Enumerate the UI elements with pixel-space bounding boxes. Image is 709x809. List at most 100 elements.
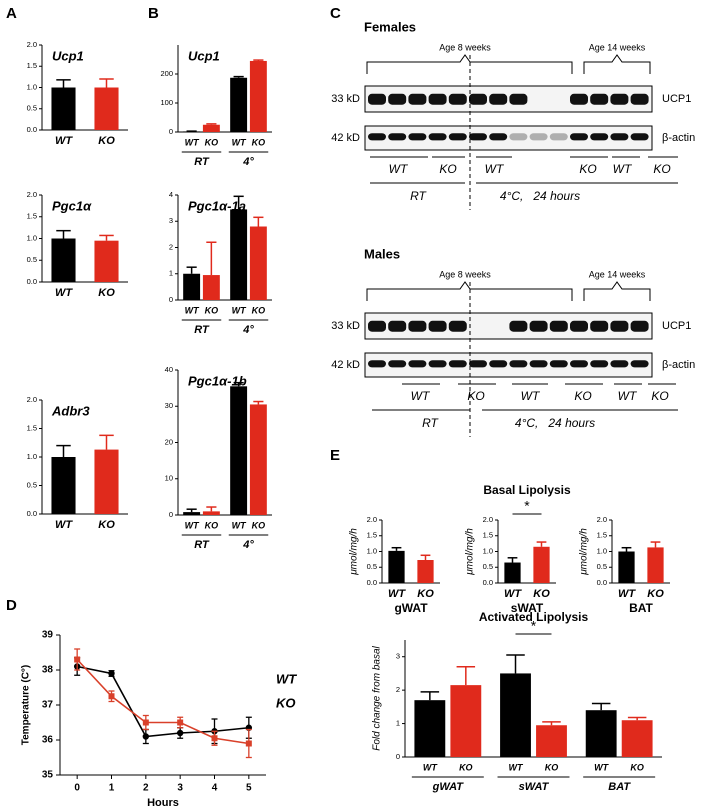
x-tick-label: WT	[423, 762, 438, 772]
x-tick-label: 5	[246, 783, 252, 794]
chart-title: Activated Lipolysis	[479, 610, 589, 624]
bar	[536, 725, 567, 757]
band	[549, 133, 568, 141]
band	[388, 93, 407, 105]
point	[108, 693, 115, 700]
age-label: Age 8 weeks	[439, 42, 491, 52]
y-tick-label: 1.0	[27, 233, 37, 242]
bar	[51, 238, 76, 282]
bar	[183, 273, 201, 300]
genotype-label: KO	[574, 389, 591, 403]
y-tick-label: 10	[165, 474, 173, 483]
bar	[504, 562, 521, 583]
y-tick-label: 1.0	[597, 546, 607, 555]
chart-title: Ucp1	[52, 48, 84, 63]
x-axis-label: gWAT	[394, 601, 428, 615]
x-tick-label: KO	[205, 305, 219, 315]
genotype-label: WT	[485, 162, 505, 176]
bar	[249, 226, 267, 300]
x-axis-label: BAT	[629, 601, 653, 615]
x-tick-label: WT	[388, 588, 406, 600]
bar	[500, 673, 531, 757]
x-tick-label: 2	[143, 783, 149, 794]
bar	[621, 720, 653, 757]
genotype-label: WT	[613, 162, 633, 176]
y-tick-label: 0	[169, 510, 173, 519]
band	[469, 93, 487, 105]
band	[489, 93, 508, 105]
y-axis-label: μmol/mg/h	[465, 528, 476, 576]
condition-label: RT	[422, 416, 439, 430]
bar	[414, 700, 446, 757]
band	[408, 360, 427, 368]
blot-frame	[364, 85, 653, 113]
x-tick-label: KO	[417, 588, 434, 600]
band	[549, 320, 568, 332]
band	[509, 133, 528, 141]
protein-label: UCP1	[662, 320, 691, 332]
x-tick-label: WT	[504, 588, 522, 600]
band	[590, 320, 609, 332]
condition-label: RT	[410, 189, 427, 203]
y-tick-label: 36	[42, 735, 54, 746]
bar	[202, 124, 220, 132]
bracket	[583, 281, 651, 301]
y-tick-label: 1.5	[367, 531, 377, 540]
y-tick-label: 2	[169, 242, 173, 251]
x-tick-label: WT	[55, 287, 73, 299]
point	[74, 656, 81, 663]
bar	[249, 404, 267, 515]
y-tick-label: 0	[169, 127, 173, 136]
bar	[94, 240, 119, 282]
x-tick-label: WT	[185, 137, 200, 147]
y-tick-label: 0.0	[597, 578, 607, 587]
bar	[450, 685, 482, 757]
band	[428, 320, 447, 332]
y-tick-label: 0.5	[27, 104, 37, 113]
y-tick-label: 0	[396, 752, 400, 761]
x-tick-label: WT	[185, 305, 200, 315]
protein-label: β-actin	[662, 132, 695, 144]
x-tick-label: KO	[252, 305, 266, 315]
band	[590, 133, 609, 141]
y-tick-label: 0	[169, 295, 173, 304]
x-axis-label: Hours	[147, 797, 179, 809]
point	[142, 719, 149, 726]
age-label: Age 14 weeks	[589, 269, 646, 279]
y-tick-label: 1.5	[27, 61, 37, 70]
band	[630, 93, 649, 105]
group-label: gWAT	[432, 781, 465, 793]
y-tick-label: 20	[165, 437, 173, 446]
band	[428, 360, 447, 368]
panel-label: B	[148, 5, 159, 22]
size-label: 33 kD	[331, 320, 360, 332]
legend-label: WT	[276, 671, 297, 686]
x-tick-label: 4	[212, 783, 218, 794]
point	[176, 729, 184, 737]
band	[529, 133, 548, 141]
bar	[202, 511, 220, 515]
panel-label: D	[6, 597, 17, 614]
bracket	[366, 281, 573, 301]
band	[368, 320, 386, 332]
line	[77, 665, 249, 738]
band	[388, 320, 407, 332]
x-tick-label: KO	[205, 520, 219, 530]
band	[469, 360, 487, 368]
x-tick-label: KO	[98, 135, 115, 147]
band	[610, 360, 629, 368]
genotype-label: KO	[467, 389, 484, 403]
band	[368, 93, 386, 105]
y-tick-label: 0.5	[27, 480, 37, 489]
band	[448, 93, 467, 105]
y-tick-label: 35	[42, 770, 54, 781]
band	[469, 133, 487, 141]
band	[610, 93, 629, 105]
group-label: 4°	[242, 156, 254, 168]
y-tick-label: 0.0	[27, 277, 37, 286]
age-label: Age 8 weeks	[439, 269, 491, 279]
y-tick-label: 2	[396, 685, 400, 694]
band	[509, 360, 528, 368]
x-tick-label: KO	[252, 520, 266, 530]
